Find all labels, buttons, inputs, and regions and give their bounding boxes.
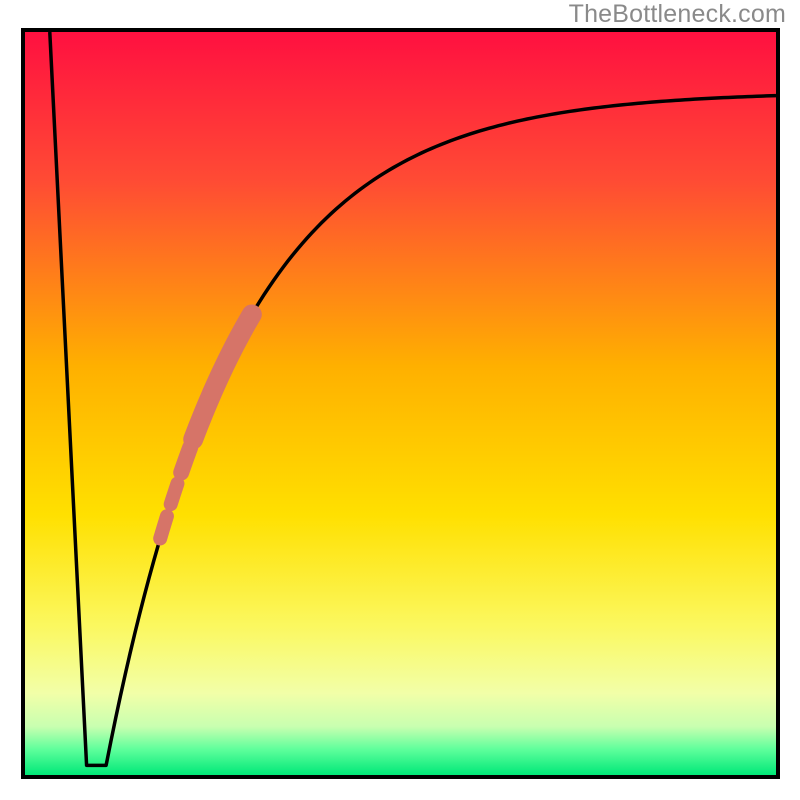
chart-container: TheBottleneck.com [0, 0, 800, 800]
bottleneck-chart [0, 0, 800, 800]
plot-background [25, 32, 776, 775]
watermark-label: TheBottleneck.com [569, 0, 786, 29]
